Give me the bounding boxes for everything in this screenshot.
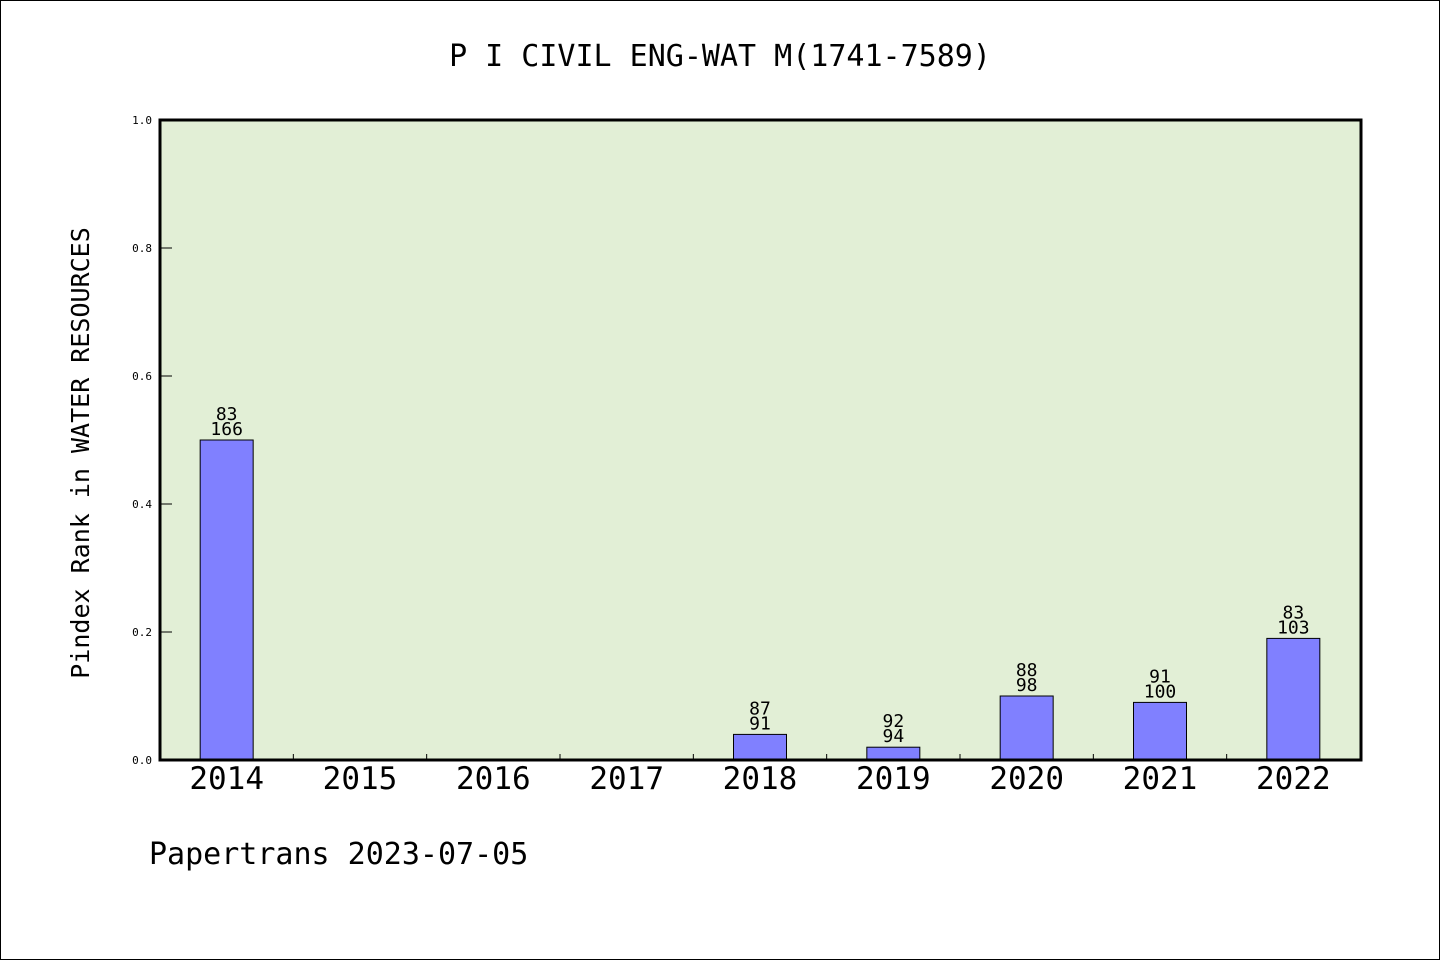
bars [199, 439, 1321, 761]
bar-label-total: 103 [1277, 617, 1310, 638]
y-tick-label: 0.0 [132, 754, 152, 767]
x-tick-label: 2016 [456, 761, 531, 797]
plot-border [158, 118, 1363, 762]
bar-label-rank: 88 [1016, 660, 1038, 681]
plot-area [158, 118, 1363, 762]
x-tick-label: 2014 [189, 761, 264, 797]
bar-label-total: 100 [1144, 681, 1177, 702]
bar-2020 [999, 695, 1054, 761]
bar-label-total: 98 [1016, 675, 1038, 696]
bar-label-rank: 83 [216, 404, 238, 425]
footer-credit: Papertrans 2023-07-05 [149, 837, 528, 872]
x-axis: 2014 2015 2016 2017 2018 2019 2020 2021 2022 [189, 754, 1331, 797]
y-tick-label: 0.4 [132, 498, 152, 511]
x-tick-label: 2021 [1123, 761, 1198, 797]
y-tick-label: 0.2 [132, 626, 152, 639]
bar-2019 [866, 746, 921, 761]
bar-2021 [1133, 701, 1187, 761]
y-axis-label: Pindex Rank in WATER RESOURCES [66, 227, 95, 679]
y-tick-label: 0.8 [132, 242, 152, 255]
x-tick-label: 2015 [323, 761, 398, 797]
bar-label-rank: 83 [1282, 602, 1304, 623]
bar-label-total: 94 [882, 726, 904, 747]
bar-label-rank: 91 [1149, 666, 1171, 687]
y-tick-label: 1.0 [132, 114, 152, 127]
chart-title: P I CIVIL ENG-WAT M(1741-7589) [449, 39, 991, 74]
y-tick-label: 0.6 [132, 370, 152, 383]
bar-label-total: 166 [210, 419, 243, 440]
bar-2014 [199, 439, 254, 761]
x-tick-label: 2017 [589, 761, 664, 797]
x-tick-label: 2018 [723, 761, 798, 797]
bar-label-total: 91 [749, 713, 771, 734]
bar-2018 [733, 733, 787, 761]
bar-2022 [1266, 637, 1321, 761]
x-tick-label: 2020 [989, 761, 1064, 797]
x-tick-label: 2019 [856, 761, 931, 797]
bar-label-rank: 87 [749, 698, 771, 719]
x-tick-label: 2022 [1256, 761, 1331, 797]
bar-label-rank: 92 [882, 711, 904, 732]
